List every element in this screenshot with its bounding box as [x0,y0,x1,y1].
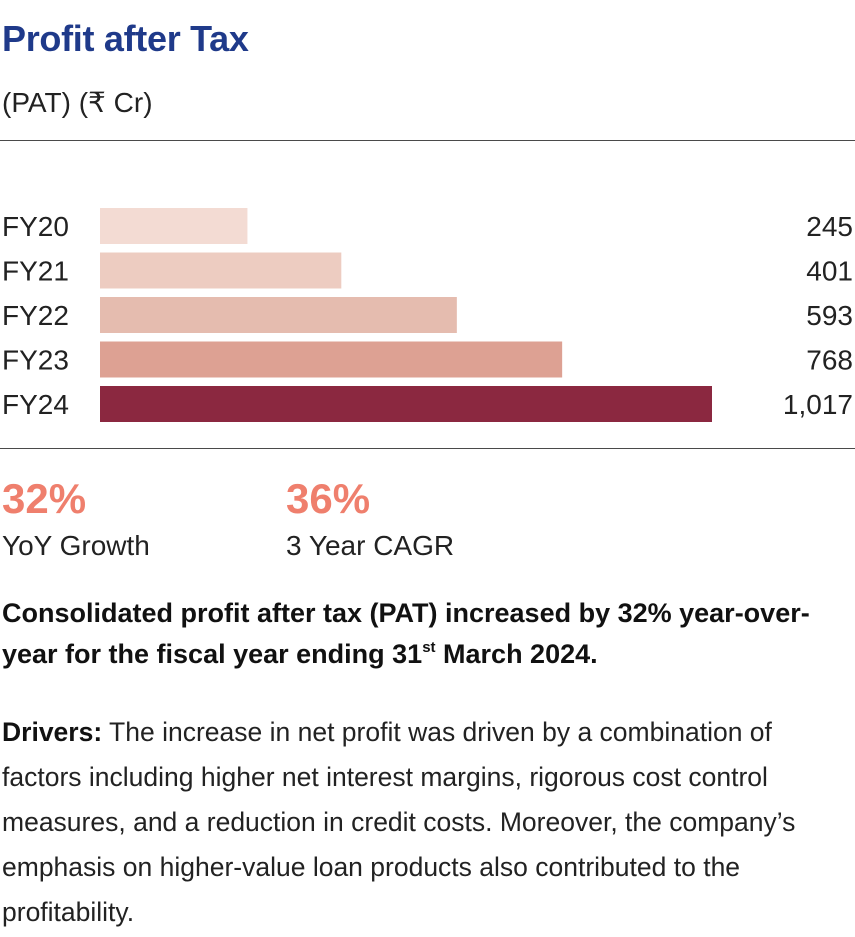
bar-fy24 [100,386,712,422]
summary-lead: Consolidated profit after tax (PAT) incr… [2,593,854,675]
category-label-fy22: FY22 [2,300,69,331]
value-label-fy24: 1,017 [783,389,853,420]
bar-fy21 [100,252,342,289]
lead-ordinal-suffix: st [422,639,436,656]
bar-fy20 [100,208,248,244]
bottom-divider [0,448,855,449]
value-label-fy20: 245 [806,211,853,242]
stat-cagr: 36% 3 Year CAGR [286,478,454,562]
stat-value: 32% [2,475,87,522]
drivers-paragraph: Drivers: The increase in net profit was … [2,710,854,935]
pat-bar-chart: FY20 245 FY21 401 FY22 593 FY23 768 FY24 1,017 [2,208,853,422]
lead-text-end: March 2024. [435,639,598,669]
category-label-fy21: FY21 [2,256,69,287]
value-label-fy21: 401 [806,256,853,287]
category-label-fy23: FY23 [2,345,69,376]
lead-text: Consolidated profit after tax (PAT) incr… [2,598,810,669]
stat-value: 36% [286,475,371,522]
drivers-label: Drivers: [2,717,103,747]
category-label-fy20: FY20 [2,211,69,242]
top-divider [0,140,855,141]
stat-yoy-growth: 32% YoY Growth [2,478,150,562]
value-label-fy23: 768 [806,345,853,376]
drivers-text: The increase in net profit was driven by… [2,717,796,927]
page-title: Profit after Tax [2,18,249,59]
bar-fy23 [100,341,563,378]
value-label-fy22: 593 [806,300,853,331]
category-label-fy24: FY24 [2,389,69,420]
stat-label: YoY Growth [2,530,150,561]
stat-label: 3 Year CAGR [286,530,455,561]
bar-fy22 [100,297,457,333]
page-subtitle: (PAT) (₹ Cr) [2,87,153,118]
